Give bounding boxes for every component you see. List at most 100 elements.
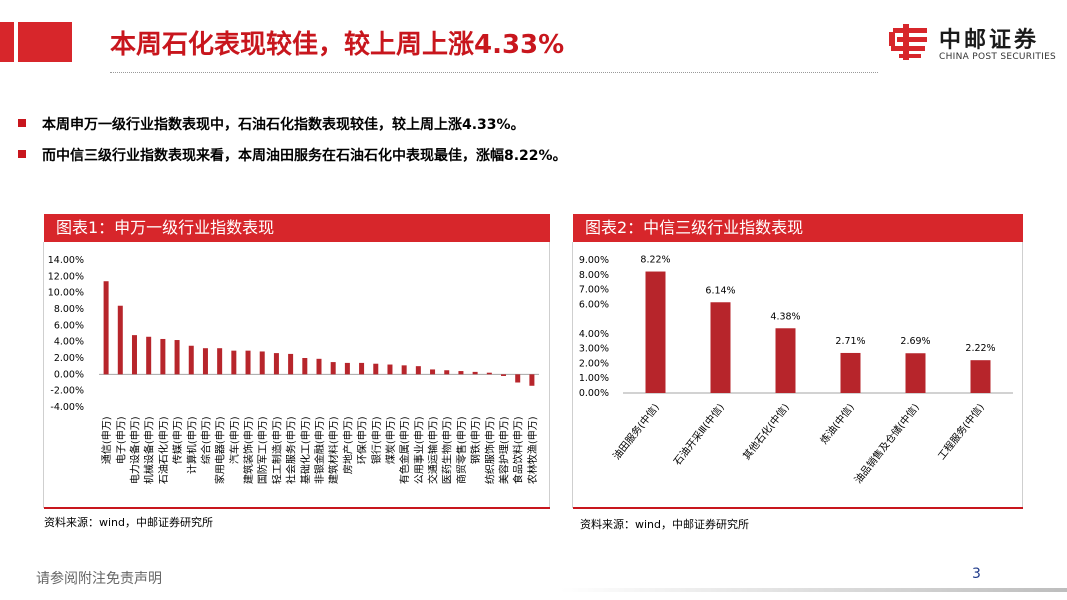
- chart2-y-tick-label: 6.00%: [579, 299, 609, 310]
- chart2-left-border: [572, 242, 573, 508]
- company-logo: 中邮证券 CHINA POST SECURITIES: [889, 20, 1059, 68]
- chart1-x-tick-label: 建筑装饰(申万): [242, 416, 255, 484]
- chart1-x-tick-label: 机械设备(申万): [143, 416, 156, 484]
- chart1-x-tick-label: 医药生物(申万): [441, 416, 454, 484]
- chart1-bar: [160, 338, 166, 375]
- chart1-x-tick-label: 传媒(申万): [171, 416, 184, 464]
- chart2-y-tick-label: 0.00%: [579, 388, 609, 399]
- page-title: 本周石化表现较佳，较上周上涨4.33%: [110, 30, 565, 60]
- chart1-y-tick-label: 2.00%: [54, 353, 84, 364]
- chart2-y-tick-label: 2.00%: [579, 358, 609, 369]
- chart1-y-tick-label: 0.00%: [54, 369, 84, 380]
- chart2-y-tick-label: 8.00%: [579, 270, 609, 281]
- chart1-bar: [117, 305, 123, 375]
- chart2-y-tick-label: 9.00%: [579, 255, 609, 266]
- chart2-data-label: 8.22%: [640, 255, 670, 266]
- china-post-logo-icon: [889, 24, 927, 60]
- chart1-bar: [217, 348, 223, 375]
- chart1-bar: [430, 369, 436, 375]
- chart1-bar: [273, 353, 279, 375]
- page-number: 3: [972, 566, 981, 582]
- chart1-bar: [174, 340, 180, 375]
- header-divider: [110, 72, 878, 73]
- chart2-title-bar: 图表2：中信三级行业指数表现: [573, 214, 1023, 242]
- chart2-bar: [840, 352, 861, 393]
- chart1-bar: [515, 374, 521, 383]
- chart1-x-tick-label: 计算机(申万): [185, 416, 198, 474]
- logo-chinese-text: 中邮证券: [939, 28, 1040, 53]
- chart2-y-tick-label: 4.00%: [579, 329, 609, 340]
- chart1-bar: [359, 362, 365, 375]
- bullet-2-text: 而中信三级行业指数表现来看，本周油田服务在石油石化中表现最佳，涨幅8.22%。: [42, 148, 567, 164]
- chart1-x-tick-label: 家用电器(申万): [214, 416, 227, 484]
- chart1-bar: [146, 336, 152, 375]
- chart1-x-tick-label: 交通运输(申万): [427, 416, 440, 484]
- chart1-bar: [444, 370, 450, 375]
- chart2-x-tick-label: 其他石化(中信): [740, 401, 792, 463]
- chart2-svg: 9.00% 8.00% 7.00% 6.00% 4.00% 3.00% 2.00% 1.00%…: [579, 255, 1013, 486]
- chart1-x-tick-label: 农林牧渔(申万): [526, 416, 539, 484]
- chart1-bar: [259, 351, 265, 375]
- chart2-bar: [775, 328, 796, 393]
- chart1-bar: [103, 281, 109, 375]
- chart1-bottom-rule: [44, 507, 550, 509]
- chart2-source: 资料来源：wind，中邮证券研究所: [580, 518, 750, 531]
- chart1-bar: [472, 371, 478, 375]
- chart2-data-label: 2.22%: [965, 343, 995, 354]
- chart1-bar: [245, 350, 251, 375]
- chart1-x-tick-label: 社会服务(申万): [285, 416, 298, 484]
- header-accent-gap: [14, 22, 18, 62]
- chart1-bar: [302, 358, 308, 375]
- chart2-y-tick-label: 7.00%: [579, 285, 609, 296]
- bullet-1: 本周申万一级行业指数表现中，石油石化指数表现较佳，较上周上涨4.33%。: [18, 114, 525, 134]
- chart2-x-tick-label: 石油开采Ⅲ(中信): [671, 401, 727, 468]
- chart1-bar: [415, 366, 421, 375]
- chart1-bar: [486, 372, 492, 375]
- header-accent-block-right: [18, 22, 72, 62]
- chart1-x-tick-label: 石油石化(申万): [157, 416, 170, 484]
- chart1-y-tick-label: -2.00%: [50, 386, 84, 397]
- chart1-bar: [316, 358, 322, 375]
- chart1-bar: [387, 364, 393, 375]
- chart1-x-tick-label: 通信(申万): [100, 416, 113, 464]
- chart1-bar: [330, 362, 336, 375]
- chart1-x-tick-label: 有色金属(申万): [398, 416, 411, 484]
- chart1-bar: [373, 363, 379, 375]
- chart1-x-tick-label: 非银金融(申万): [313, 416, 326, 484]
- chart1-bar: [458, 371, 464, 375]
- chart1-x-tick-label: 电力设备(申万): [128, 416, 141, 484]
- bullet-square-icon: [18, 119, 26, 127]
- chart1-x-tick-label: 商贸零售(申万): [455, 416, 468, 484]
- chart1-x-tick-label: 电子(申万): [114, 416, 127, 464]
- header-accent-block-left: [0, 22, 14, 62]
- chart2-x-tick-label: 炼油(中信): [817, 401, 857, 447]
- chart1-source: 资料来源：wind，中邮证券研究所: [44, 516, 214, 529]
- chart1-x-tick-label: 公用事业(申万): [412, 416, 425, 484]
- chart1-x-tick-label: 综合(申万): [199, 416, 212, 464]
- chart2-data-label: 6.14%: [705, 285, 735, 296]
- chart2-x-tick-label: 油品销售及仓储(中信): [851, 401, 922, 486]
- chart2-bar: [970, 360, 991, 393]
- chart2-x-tick-label: 工程服务(中信): [935, 401, 987, 463]
- chart1-y-tick-label: 10.00%: [48, 288, 84, 299]
- chart1-right-border: [549, 242, 550, 508]
- chart1-svg: 14.00% 12.00% 10.00% 8.00% 6.00% 4.00% 2.00% 0.…: [48, 255, 539, 484]
- chart1-x-tick-label: 美容护理(申万): [498, 416, 511, 484]
- chart2-title: 图表2：中信三级行业指数表现: [585, 218, 804, 237]
- chart1-y-tick-label: 14.00%: [48, 255, 84, 266]
- bullet-1-text: 本周申万一级行业指数表现中，石油石化指数表现较佳，较上周上涨4.33%。: [42, 117, 525, 133]
- bullet-2: 而中信三级行业指数表现来看，本周油田服务在石油石化中表现最佳，涨幅8.22%。: [18, 145, 567, 165]
- chart1-x-tick-label: 国防军工(申万): [256, 416, 269, 484]
- chart2-data-label: 2.71%: [835, 336, 865, 347]
- chart1-y-tick-label: 8.00%: [54, 304, 84, 315]
- chart1-x-tick-label: 基础化工(申万): [299, 416, 312, 484]
- chart2-y-tick-label: 1.00%: [579, 373, 609, 384]
- chart2-y-tick-label: 3.00%: [579, 344, 609, 355]
- chart1-x-tick-label: 环保(申万): [356, 416, 369, 464]
- logo-english-text: CHINA POST SECURITIES: [939, 52, 1057, 62]
- chart1-bar: [344, 362, 350, 375]
- chart1-x-tick-label: 钢铁(申万): [469, 416, 482, 464]
- chart2-bottom-rule: [573, 507, 1023, 509]
- chart2-right-border: [1022, 242, 1023, 508]
- chart2-bar: [710, 302, 731, 393]
